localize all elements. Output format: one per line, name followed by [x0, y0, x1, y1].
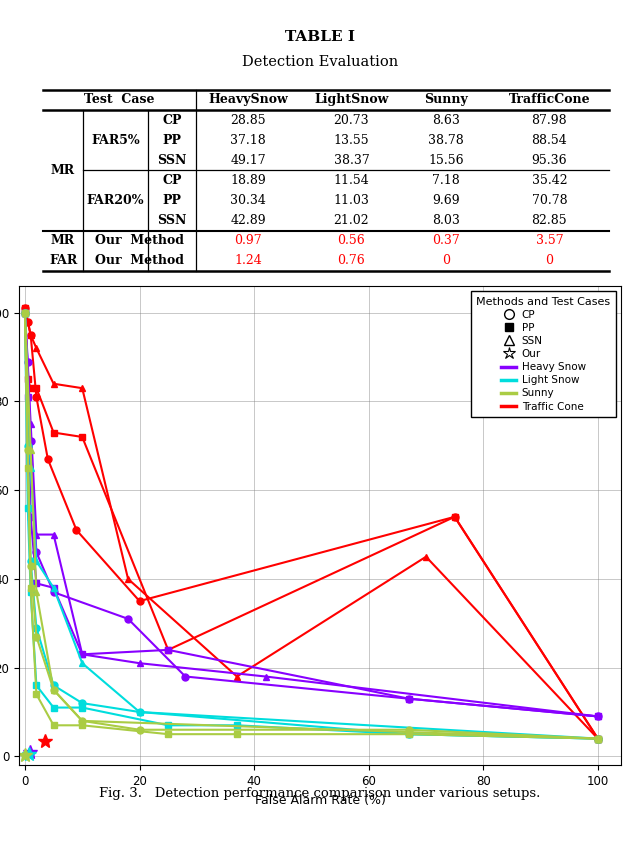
- Text: 35.42: 35.42: [532, 174, 567, 187]
- Text: 38.78: 38.78: [428, 133, 464, 147]
- Text: PP: PP: [163, 133, 181, 147]
- Text: 37.18: 37.18: [230, 133, 266, 147]
- Text: FAR5%: FAR5%: [91, 133, 140, 147]
- Text: 49.17: 49.17: [230, 154, 266, 166]
- Text: 88.54: 88.54: [531, 133, 567, 147]
- Text: 0.97: 0.97: [234, 234, 262, 247]
- Text: 1.24: 1.24: [234, 254, 262, 267]
- Text: FAR: FAR: [49, 254, 77, 267]
- Text: CP: CP: [162, 174, 182, 187]
- Text: TrafficCone: TrafficCone: [509, 93, 590, 106]
- Text: 0: 0: [442, 254, 450, 267]
- Text: Fig. 3.   Detection performance comparison under various setups.: Fig. 3. Detection performance comparison…: [99, 787, 541, 801]
- Text: Sunny: Sunny: [424, 93, 468, 106]
- Text: 8.03: 8.03: [432, 214, 460, 227]
- Text: Our  Method: Our Method: [95, 254, 184, 267]
- Text: FAR20%: FAR20%: [86, 194, 144, 207]
- Text: 0.56: 0.56: [337, 234, 365, 247]
- Text: 95.36: 95.36: [532, 154, 567, 166]
- Text: 70.78: 70.78: [532, 194, 567, 207]
- Text: Our  Method: Our Method: [95, 234, 184, 247]
- Text: MR: MR: [51, 234, 75, 247]
- Text: 8.63: 8.63: [432, 114, 460, 127]
- Text: 11.03: 11.03: [333, 194, 369, 207]
- Text: 18.89: 18.89: [230, 174, 266, 187]
- Text: 11.54: 11.54: [333, 174, 369, 187]
- Text: LightSnow: LightSnow: [314, 93, 388, 106]
- Text: 30.34: 30.34: [230, 194, 266, 207]
- Text: CP: CP: [162, 114, 182, 127]
- Text: 0: 0: [545, 254, 554, 267]
- Text: 0.37: 0.37: [432, 234, 460, 247]
- Text: 15.56: 15.56: [428, 154, 464, 166]
- Text: 21.02: 21.02: [333, 214, 369, 227]
- X-axis label: False Alarm Rate (%): False Alarm Rate (%): [255, 794, 385, 807]
- Text: 9.69: 9.69: [433, 194, 460, 207]
- Text: TABLE I: TABLE I: [285, 31, 355, 44]
- Text: 38.37: 38.37: [333, 154, 369, 166]
- Legend: CP, PP, SSN, Our, Heavy Snow, Light Snow, Sunny, Traffic Cone: CP, PP, SSN, Our, Heavy Snow, Light Snow…: [471, 291, 616, 417]
- Text: SSN: SSN: [157, 154, 187, 166]
- Text: 3.57: 3.57: [536, 234, 563, 247]
- Text: 28.85: 28.85: [230, 114, 266, 127]
- Text: SSN: SSN: [157, 214, 187, 227]
- Text: MR: MR: [51, 164, 75, 177]
- Text: Detection Evaluation: Detection Evaluation: [242, 55, 398, 70]
- Text: 20.73: 20.73: [333, 114, 369, 127]
- Text: 42.89: 42.89: [230, 214, 266, 227]
- Text: 13.55: 13.55: [333, 133, 369, 147]
- Text: 87.98: 87.98: [532, 114, 567, 127]
- Text: Test  Case: Test Case: [84, 93, 155, 106]
- Text: HeavySnow: HeavySnow: [209, 93, 288, 106]
- Text: 82.85: 82.85: [532, 214, 567, 227]
- Text: PP: PP: [163, 194, 181, 207]
- Text: 0.76: 0.76: [337, 254, 365, 267]
- Text: 7.18: 7.18: [432, 174, 460, 187]
